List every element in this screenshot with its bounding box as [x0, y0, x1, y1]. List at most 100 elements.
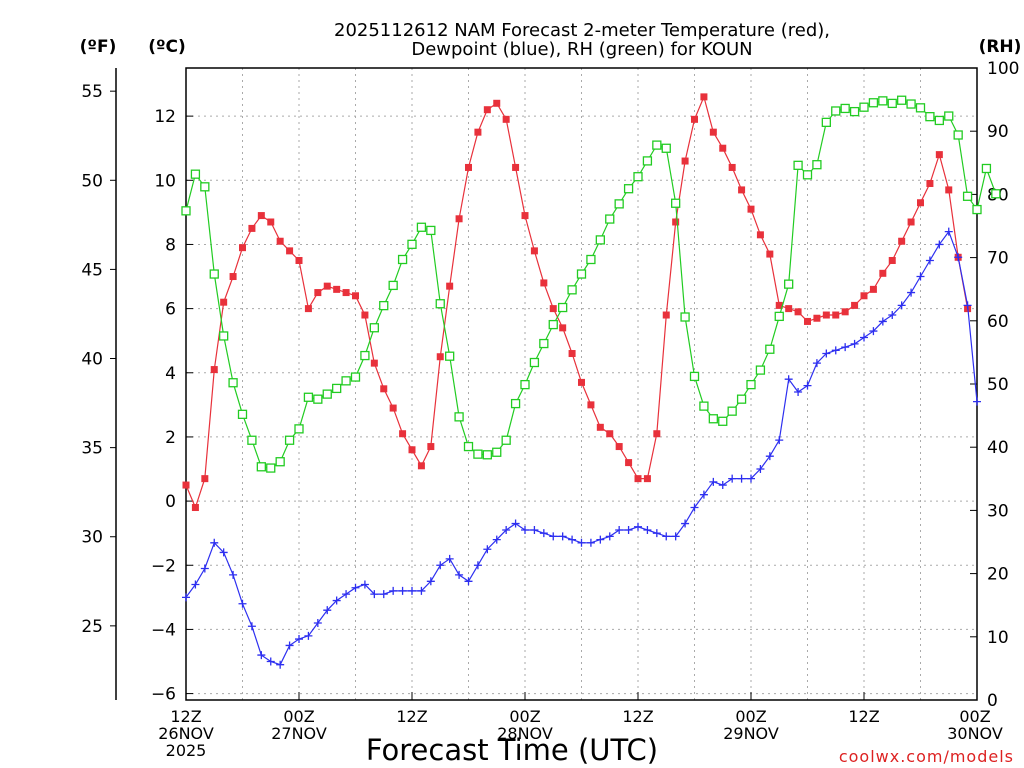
rh-point [991, 189, 1001, 199]
rh-tick-label: 100 [987, 59, 1019, 79]
rh-point [746, 379, 756, 390]
rh-point [520, 379, 530, 390]
rh-point [812, 160, 822, 170]
rh-point [661, 143, 671, 153]
temperature-point [540, 279, 548, 287]
temperature-point [436, 353, 444, 361]
dewpoint-point [445, 554, 454, 563]
dewpoint-point [709, 477, 718, 486]
rh-point [878, 96, 888, 106]
temperature-point [804, 317, 811, 325]
dewpoint-point [182, 593, 190, 602]
rh-point [407, 239, 417, 249]
dewpoint-point [784, 375, 793, 384]
temperature-point [728, 163, 736, 171]
temperature-point [220, 298, 228, 306]
temperature-point [417, 462, 425, 470]
rh-point [981, 163, 992, 174]
temperature-point [455, 215, 463, 223]
temperature-point [370, 359, 378, 367]
rh-point [237, 409, 248, 419]
time-tick-label: 12Z [622, 707, 653, 726]
temperature-point [389, 404, 397, 412]
dewpoint-point [483, 545, 492, 554]
rh-point [831, 106, 841, 116]
rh-point [605, 214, 615, 224]
temperature-point [352, 292, 359, 300]
temperature-point [738, 186, 746, 194]
temperature-point [399, 430, 407, 438]
celsius-tick-label: 2 [165, 428, 176, 448]
temperature-point [794, 308, 802, 316]
rh-point [897, 95, 907, 105]
dewpoint-point [379, 590, 388, 599]
rh-point [454, 412, 464, 422]
rh-point [680, 312, 690, 322]
data-series [181, 93, 1001, 669]
rh-point [727, 406, 737, 416]
rh-point [689, 371, 700, 382]
rh-point [567, 285, 577, 295]
rh-point [718, 416, 728, 426]
rh-tick-label: 50 [987, 375, 1009, 395]
dewpoint-point [530, 525, 539, 534]
dewpoint-point [944, 227, 953, 236]
dewpoint-point [247, 622, 256, 631]
temperature-point [888, 256, 896, 264]
time-tick-label: 30NOV [947, 724, 1003, 743]
dewpoint-point [210, 538, 219, 547]
rh-point [934, 115, 944, 126]
temperature-point [869, 285, 877, 293]
rh-point [642, 156, 653, 166]
dewpoint-point [954, 253, 963, 262]
temperature-point [643, 475, 651, 483]
time-tick-label: 29NOV [723, 724, 779, 743]
rh-tick-label: 40 [987, 438, 1009, 458]
temperature-point [625, 459, 633, 467]
time-tick-label: 27NOV [271, 724, 327, 743]
temperature-point [945, 186, 953, 194]
rh-tick-label: 10 [987, 628, 1009, 648]
temperature-point [549, 305, 557, 313]
fahrenheit-tick-label: 50 [81, 171, 103, 191]
time-tick-label: 28NOV [497, 724, 553, 743]
rh-point [708, 414, 718, 424]
dewpoint-point [775, 436, 784, 445]
temperature-point [559, 324, 567, 332]
dewpoint-point [464, 577, 473, 586]
dewpoint-point [624, 525, 633, 534]
celsius-tick-label: 4 [165, 364, 176, 384]
rh-point [313, 394, 323, 404]
rh-point [652, 140, 662, 150]
temperature-point [785, 305, 793, 313]
rh-point [887, 98, 897, 109]
rh-point [294, 424, 304, 434]
celsius-tick-label: 8 [165, 235, 176, 255]
temperature-point [427, 443, 435, 451]
dewpoint-point [539, 529, 548, 538]
temperature-point [747, 205, 755, 213]
temperature-point [709, 128, 717, 136]
rh-point [256, 462, 266, 472]
temperature-point [879, 269, 887, 277]
rh-point [435, 299, 445, 309]
temperature-point [578, 378, 585, 386]
dewpoint-point [360, 580, 369, 589]
rh-point [200, 182, 210, 192]
rh-point [548, 319, 558, 330]
temperature-point [606, 430, 614, 438]
rh-point [802, 170, 813, 180]
axis-ticks: −6 −4 −2 0 2 4 6 8 10 12 25 30 35 40 45 50 55 0 10 20 30 40 50… [81, 59, 1019, 760]
rh-point [614, 199, 624, 209]
rh-point [284, 435, 295, 445]
series-dewpoint [182, 227, 981, 669]
temperature-point [512, 163, 520, 171]
time-tick-label: 26NOV [158, 724, 214, 743]
rh-point [388, 280, 398, 291]
celsius-tick-label: −2 [151, 556, 176, 576]
rh-point [699, 401, 709, 411]
dewpoint-point [747, 474, 755, 483]
temperature-point [907, 218, 915, 226]
rh-point [482, 450, 492, 460]
